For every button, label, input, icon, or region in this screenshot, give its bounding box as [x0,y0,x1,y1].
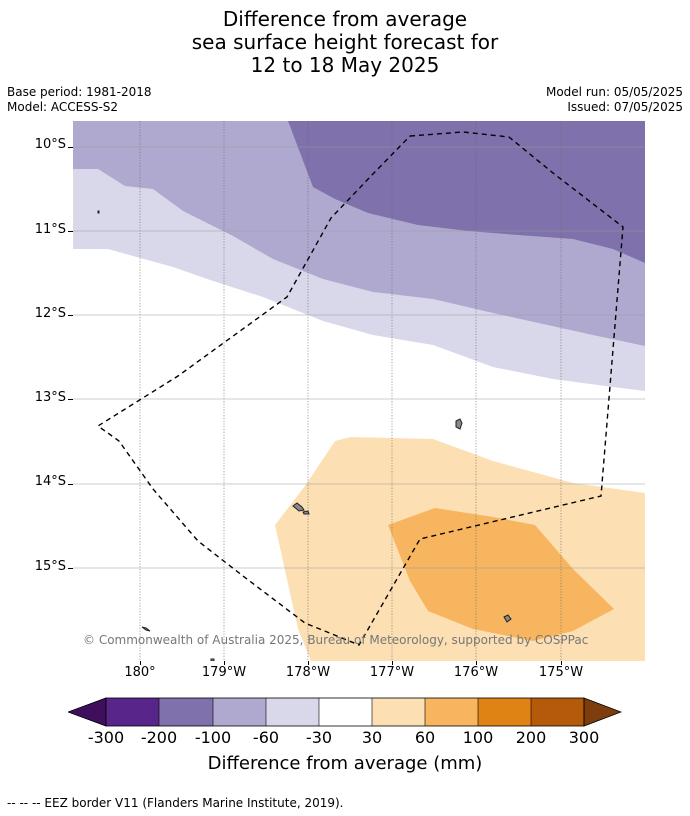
lat-label-13s: 13°S [34,390,66,405]
colorbar-segment [478,698,531,726]
meta-left: Base period: 1981-2018 Model: ACCESS-S2 [7,85,152,115]
colorbar-label: 300 [568,728,600,747]
lon-label-176w: 176°W [453,665,499,680]
colorbar-segment [425,698,478,726]
colorbar-label: 30 [361,728,383,747]
lon-label-177w: 177°W [369,665,415,680]
copyright-notice: © Commonwealth of Australia 2025, Bureau… [83,633,589,647]
colorbar-segment [531,698,584,726]
island-alofi [302,510,310,515]
meridian-lines [139,121,562,661]
island-futuna [292,502,305,512]
lat-tick [68,484,73,485]
meta-right: Model run: 05/05/2025 Issued: 07/05/2025 [546,85,683,115]
issued-date: Issued: 07/05/2025 [567,100,683,114]
lat-tick [68,568,73,569]
island-tiny-north [97,210,100,214]
map-panel[interactable] [73,121,645,661]
colorbar-segment [319,698,372,726]
island-small-west [141,626,151,632]
lat-label-11s: 11°S [34,222,66,237]
lon-label-180: 180° [124,665,156,680]
lat-label-10s: 10°S [34,137,66,152]
island-niuafo-ou [503,614,512,623]
island-wallis [455,418,463,430]
lon-tick [561,660,562,665]
colorbar-outline [105,697,585,727]
eez-border [96,131,624,646]
chart-title: Difference from average sea surface heig… [0,8,690,77]
base-period: Base period: 1981-2018 [7,85,152,99]
colorbar-segment [106,698,159,726]
lon-tick [392,660,393,665]
colorbar-label: -30 [305,728,333,747]
colorbar-segment [266,698,319,726]
lon-tick [224,660,225,665]
lat-tick [68,231,73,232]
lon-label-175w: 175°W [538,665,584,680]
colorbar-max-extension [583,697,622,727]
anomaly-region-plus-60 [388,508,614,641]
lon-tick [308,660,309,665]
colorbar-label: -300 [87,728,125,747]
lat-label-14s: 14°S [34,474,66,489]
title-line-2: sea surface height forecast for [191,30,499,54]
anomaly-region-minus-100 [288,121,645,263]
colorbar-label: -60 [252,728,280,747]
colorbar-segment [159,698,213,726]
lat-tick [68,399,73,400]
islands [97,210,512,661]
colorbar-label: -100 [194,728,232,747]
model-name: Model: ACCESS-S2 [7,100,119,114]
lat-tick [68,315,73,316]
lon-label-179w: 179°W [201,665,247,680]
lat-label-15s: 15°S [34,559,66,574]
colorbar-label: 100 [462,728,494,747]
lat-label-12s: 12°S [34,306,66,321]
colorbar-min-extension [68,697,107,727]
colorbar [68,697,622,727]
title-line-1: Difference from average [222,7,468,31]
parallel-lines [73,146,645,569]
colorbar-label: 60 [414,728,436,747]
lon-tick [140,660,141,665]
colorbar-segment [213,698,266,726]
lon-tick [476,660,477,665]
eez-legend-footnote: -- -- -- EEZ border V11 (Flanders Marine… [7,796,344,810]
lat-tick [68,147,73,148]
colorbar-label: 200 [515,728,547,747]
colorbar-label: -200 [140,728,178,747]
model-run: Model run: 05/05/2025 [545,85,683,99]
title-line-3: 12 to 18 May 2025 [250,53,440,77]
lon-label-178w: 178°W [285,665,331,680]
colorbar-title: Difference from average (mm) [207,753,483,774]
colorbar-segment [372,698,425,726]
island-tiny-south [210,658,215,661]
colorbar-dividers [158,698,532,726]
